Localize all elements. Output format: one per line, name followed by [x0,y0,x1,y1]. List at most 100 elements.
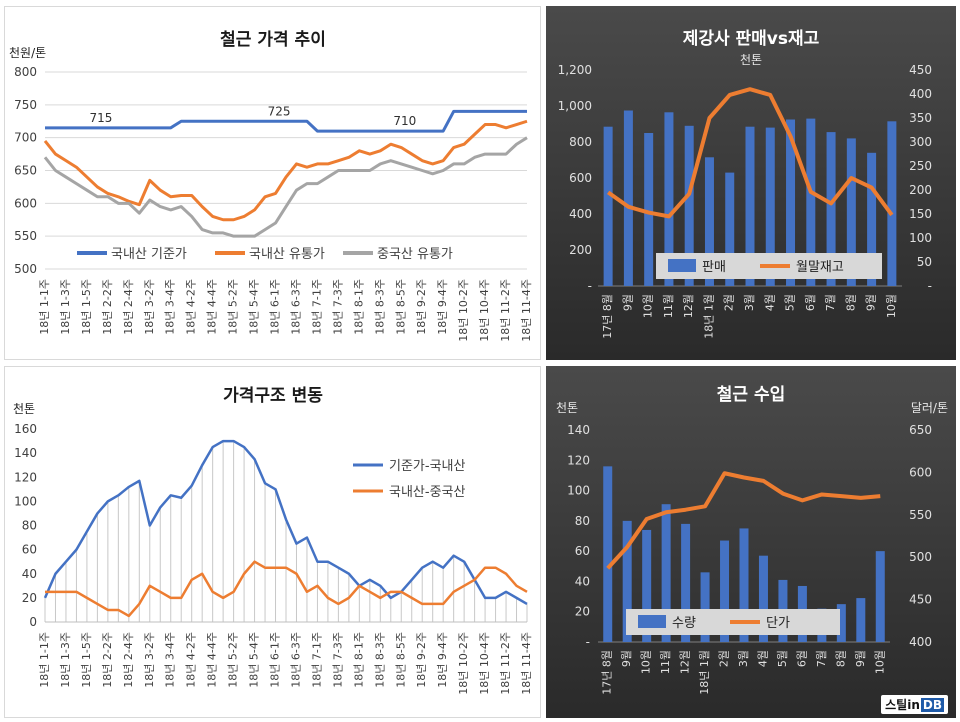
x-tick-label: 3월 [743,294,756,311]
x-tick-label: 17년 8월 [601,294,614,339]
x-tick-label: 18년 6-1주 [269,632,282,688]
data-label: 710 [393,114,416,128]
bar [856,598,866,642]
x-tick-label: 18년 4-4주 [206,632,219,688]
legend-label: 월말재고 [796,260,844,275]
chart-title: 제강사 판매vs재고 [683,29,820,49]
x-tick-label: 4월 [756,650,769,667]
x-tick-label: 18년 5-2주 [227,279,240,335]
x-tick-label: 18년 8-1주 [352,279,365,335]
y-tick-label: 1,000 [558,99,592,113]
series-line--4472c4 [43,439,528,605]
y2-tick-label: 50 [917,255,932,269]
y-tick-label: 550 [14,229,37,243]
y-tick-label: 700 [14,131,37,145]
x-tick-label: 18년 2-4주 [122,279,135,335]
x-tick-label: 5월 [776,650,789,667]
y-tick-label: 40 [22,567,37,581]
x-tick-label: 18년 11-4주 [520,279,533,342]
y2-tick-label: 300 [909,135,932,149]
x-tick-label: 18년 2-4주 [122,632,135,688]
x-tick-label: 18년 3-4주 [164,279,177,335]
legend-label: 중국산 유통가 [377,247,453,262]
y2-tick-label: 100 [909,231,932,245]
bar [725,172,735,286]
y-tick-label: 20 [575,605,590,619]
x-tick-label: 18년 5-2주 [227,632,240,688]
x-tick-label: 12월 [679,650,692,674]
x-tick-label: 18년 11-2주 [499,279,512,342]
bar [681,523,691,642]
x-tick-label: 18년 7-1주 [310,632,323,688]
x-tick-label: 18년 7-3주 [331,279,344,335]
chart-title: 철근 가격 추이 [220,30,326,50]
data-label: 715 [89,111,112,125]
y-tick-label: 80 [575,514,590,528]
y2-tick-label: 500 [909,550,932,564]
x-tick-label: 10월 [642,294,655,318]
y2-tick-label: 400 [909,635,932,649]
bar [826,132,836,286]
x-tick-label: 10월 [885,294,898,318]
panel-rebar-import: 철근 수입 천톤 달러/톤 - 20 40 60 80 100 120 140 400 450 500 55… [546,366,956,718]
x-tick-label: 18년 10-2주 [457,279,470,342]
bar [867,152,877,286]
x-tick-label: 18년 7-1주 [310,279,323,335]
panel-price-trend: 철근 가격 추이 천원/톤 500 550 600 650 700 750 800 18년 1-1… [4,6,541,360]
y-tick-label: 20 [22,591,37,605]
legend-swatch [638,615,666,628]
bar [875,551,885,642]
bar [806,118,816,286]
y2-tick-label: 650 [909,423,932,437]
x-tick-label: 18년 6-3주 [289,632,302,688]
y-tick-label: 100 [567,484,590,498]
x-tick-label: 18년 3-4주 [164,632,177,688]
y-tick-label: 60 [22,543,37,557]
series-line--a5a5a5 [43,136,528,238]
legend-label: 단가 [766,616,790,631]
x-tick-label: 18년 10-2주 [457,632,470,695]
x-tick-label: 3월 [737,650,750,667]
legend-label: 수량 [672,616,696,631]
y2-tick-label: 200 [909,183,932,197]
series-line--ed7d31 [45,560,528,618]
x-tick-label: 9월 [865,294,878,311]
y-axis-unit: 천원/톤 [9,45,46,60]
y-tick-label: 120 [14,470,37,484]
bar [887,121,897,286]
x-tick-label: 18년 1-5주 [80,279,93,335]
x-tick-label: 18년 9-4주 [436,279,449,335]
y-tick-label: 80 [22,519,37,533]
y-tick-label: 100 [14,494,37,508]
series-line-inventory [606,87,894,219]
legend-label: 국내산-중국산 [389,485,465,500]
y2-tick-label: 150 [909,207,932,221]
x-tick-label: 18년 1-5주 [80,632,93,688]
x-tick-label: 18년 1-3주 [59,279,72,335]
y2-tick-label: 600 [909,465,932,479]
x-tick-label: 7월 [815,650,828,667]
y2-tick-label: 350 [909,111,932,125]
x-tick-label: 18년 4-2주 [185,279,198,335]
x-tick-label: 9월 [621,294,634,311]
y-tick-label: 750 [14,98,37,112]
x-tick-label: 6월 [804,294,817,311]
y-tick-label: - [588,279,592,293]
bar [739,528,749,642]
bar [623,110,633,286]
series-line--ed7d31 [43,119,528,222]
x-tick-label: 18년 8-3주 [373,279,386,335]
y-tick-label: 500 [14,262,37,276]
panel-price-structure: 가격구조 변동 천톤 0 20 40 60 80 100 120 140 160 18년 1-1주 18… [4,366,541,718]
y-tick-label: 120 [567,453,590,467]
x-tick-label: 18년 9-2주 [415,632,428,688]
x-tick-label: 18년 8-5주 [394,632,407,688]
series-line-unit-price [606,471,881,570]
y2-tick-label: 450 [909,63,932,77]
x-tick-label: 18년 1-1주 [38,632,51,688]
x-tick-label: 10월 [640,650,653,674]
y-axis-unit: 천톤 [740,52,762,67]
legend-label: 국내산 기준가 [111,247,187,262]
